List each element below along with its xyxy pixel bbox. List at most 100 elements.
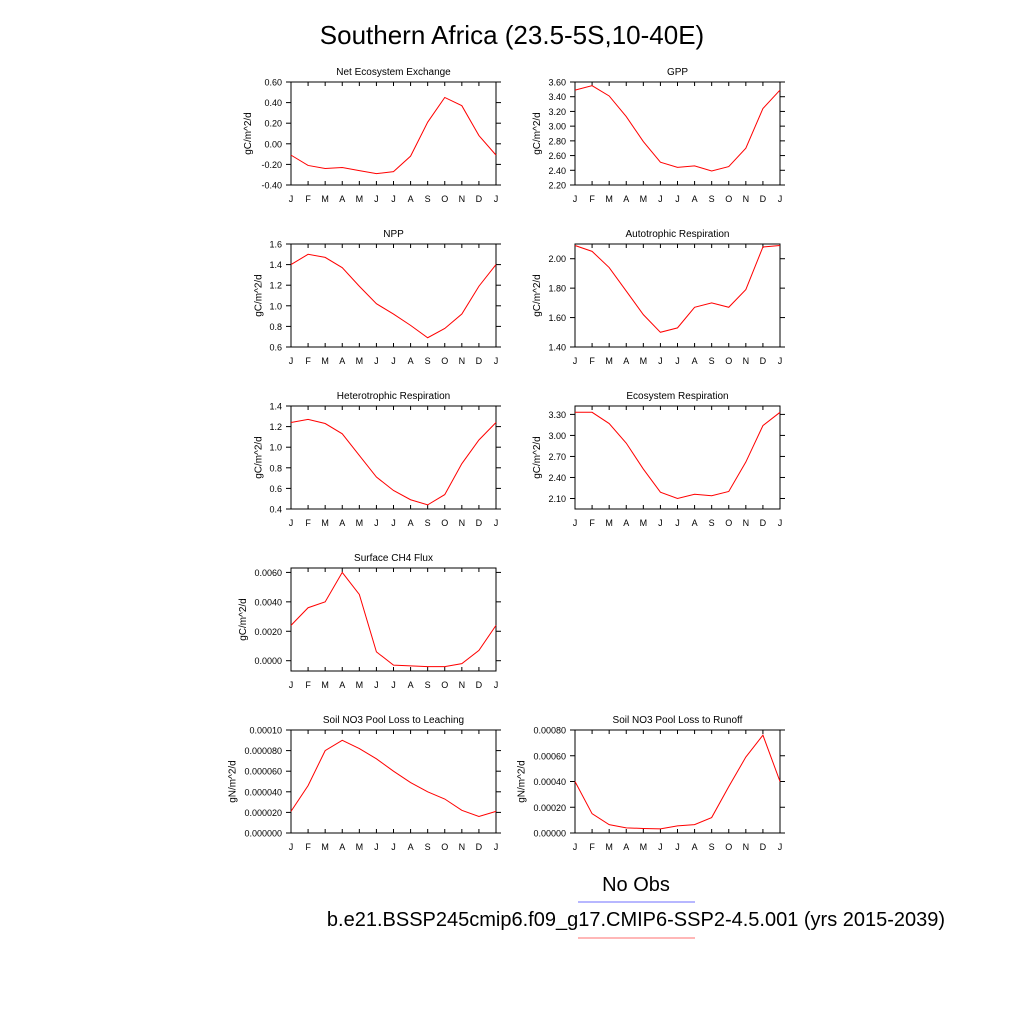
x-tick-label: D <box>476 842 483 852</box>
x-tick-label: F <box>589 356 595 366</box>
x-tick-label: M <box>356 356 364 366</box>
y-tick-label: 0.0000 <box>254 656 282 666</box>
x-tick-label: J <box>573 518 578 528</box>
legend-obs-label: No Obs <box>602 874 670 896</box>
x-tick-label: M <box>605 356 613 366</box>
x-tick-label: S <box>709 194 715 204</box>
x-tick-label: O <box>441 518 448 528</box>
y-tick-label: 0.0060 <box>254 568 282 578</box>
y-tick-label: 2.40 <box>548 166 566 176</box>
x-tick-label: M <box>356 680 364 690</box>
x-tick-label: A <box>408 356 414 366</box>
x-tick-label: M <box>605 518 613 528</box>
series-line <box>575 411 781 500</box>
x-tick-label: M <box>356 842 364 852</box>
x-tick-label: A <box>408 680 414 690</box>
panel-title: Ecosystem Respiration <box>626 391 728 402</box>
series-line <box>574 244 781 333</box>
x-tick-label: O <box>441 356 448 366</box>
panel-title: Soil NO3 Pool Loss to Runoff <box>613 715 743 726</box>
y-tick-label: 0.4 <box>269 505 282 515</box>
y-tick-label: 0.00010 <box>249 726 282 736</box>
x-tick-label: J <box>289 680 294 690</box>
x-tick-label: S <box>425 356 431 366</box>
x-tick-label: A <box>623 356 629 366</box>
x-tick-label: J <box>289 194 294 204</box>
y-tick-label: 2.40 <box>548 473 566 483</box>
panel-title: NPP <box>383 229 404 240</box>
y-tick-label: 0.40 <box>264 98 282 108</box>
x-tick-label: J <box>658 356 663 366</box>
x-tick-label: M <box>605 842 613 852</box>
x-tick-label: J <box>573 842 578 852</box>
plot-frame <box>290 729 497 834</box>
x-tick-label: J <box>374 680 379 690</box>
x-tick-label: F <box>305 194 311 204</box>
y-tick-label: 0.000080 <box>244 746 282 756</box>
x-tick-label: M <box>640 518 648 528</box>
x-tick-label: J <box>675 518 680 528</box>
y-axis-label: gC/m^2/d <box>238 598 249 641</box>
plot-frame <box>574 81 781 186</box>
x-tick-label: M <box>321 356 329 366</box>
series-line <box>290 96 497 175</box>
y-tick-label: 0.00060 <box>533 751 566 761</box>
y-tick-label: 0.000000 <box>244 829 282 839</box>
y-tick-label: 0.00000 <box>533 829 566 839</box>
x-tick-label: J <box>494 518 499 528</box>
y-tick-label: 1.6 <box>269 240 282 250</box>
plot-frame <box>290 405 497 510</box>
panel-title: Autotrophic Respiration <box>626 229 730 240</box>
y-tick-label: 3.60 <box>548 78 566 88</box>
x-tick-label: J <box>494 680 499 690</box>
x-tick-label: J <box>778 842 783 852</box>
x-tick-label: S <box>709 356 715 366</box>
panel-title: GPP <box>667 67 688 78</box>
x-tick-label: S <box>709 842 715 852</box>
x-tick-label: F <box>305 518 311 528</box>
panel-title: Net Ecosystem Exchange <box>336 67 451 78</box>
x-tick-label: D <box>760 842 767 852</box>
plot-frame <box>574 243 781 348</box>
x-tick-label: M <box>321 518 329 528</box>
series-line <box>290 418 497 506</box>
y-tick-label: 1.0 <box>269 443 282 453</box>
x-tick-label: O <box>441 680 448 690</box>
x-tick-label: N <box>743 518 750 528</box>
y-tick-label: 2.80 <box>548 136 566 146</box>
x-tick-label: A <box>692 356 698 366</box>
x-tick-label: S <box>425 842 431 852</box>
y-tick-label: 0.6 <box>269 484 282 494</box>
y-tick-label: 1.2 <box>269 281 282 291</box>
y-tick-label: 1.80 <box>548 284 566 294</box>
x-tick-label: J <box>374 518 379 528</box>
x-tick-label: A <box>339 680 345 690</box>
x-tick-label: M <box>640 194 648 204</box>
x-tick-label: J <box>391 356 396 366</box>
y-tick-label: 3.00 <box>548 431 566 441</box>
x-tick-label: A <box>408 194 414 204</box>
x-tick-label: O <box>441 842 448 852</box>
x-tick-label: J <box>391 842 396 852</box>
panel-title: Surface CH4 Flux <box>354 553 433 564</box>
y-tick-label: 0.00080 <box>533 726 566 736</box>
x-tick-label: J <box>391 518 396 528</box>
x-tick-label: A <box>692 518 698 528</box>
x-tick-label: A <box>339 842 345 852</box>
x-tick-label: J <box>289 356 294 366</box>
y-axis-label: gC/m^2/d <box>253 274 264 317</box>
x-tick-label: A <box>408 842 414 852</box>
y-axis-label: gC/m^2/d <box>253 436 264 479</box>
y-tick-label: 2.00 <box>548 254 566 264</box>
y-tick-label: 3.30 <box>548 410 566 420</box>
series-line <box>290 571 497 668</box>
x-tick-label: J <box>658 194 663 204</box>
y-tick-label: 2.70 <box>548 452 566 462</box>
